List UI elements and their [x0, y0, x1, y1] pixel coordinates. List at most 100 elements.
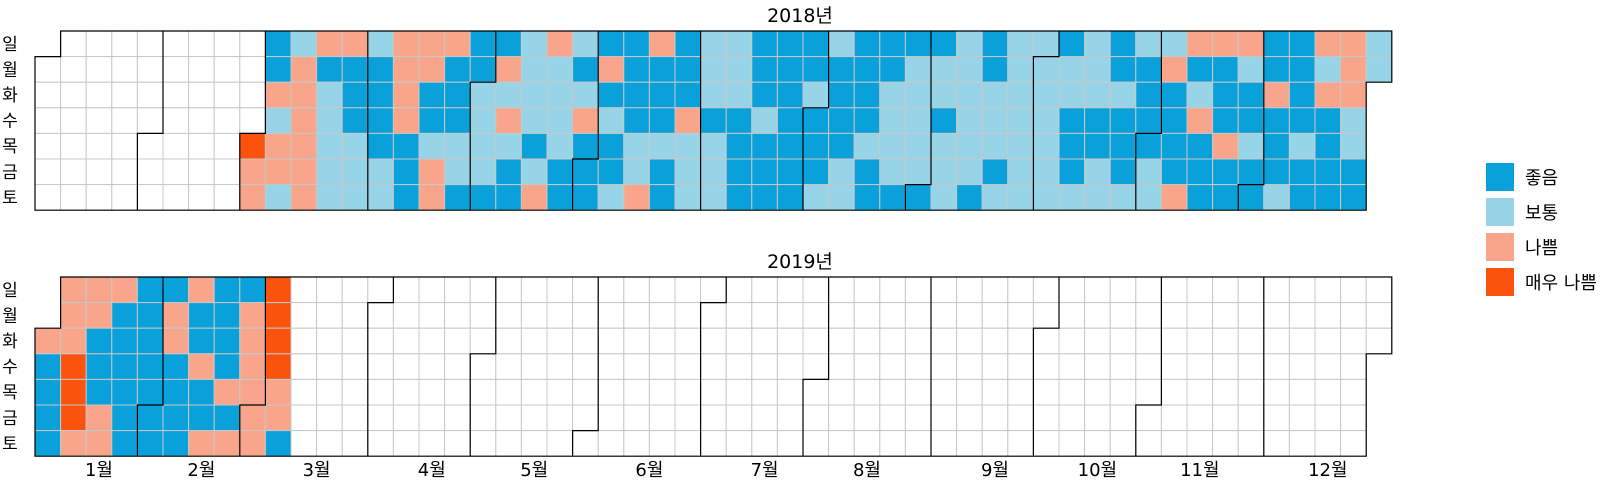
- day-cell: [879, 404, 906, 432]
- day-cell: [879, 56, 906, 83]
- day-cell: [85, 132, 113, 160]
- day-cell: [751, 158, 778, 186]
- day-cell: [828, 81, 855, 109]
- day-cell: [469, 327, 497, 355]
- legend-item-good: 좋음: [1486, 160, 1597, 193]
- day-cell: [418, 378, 446, 406]
- day-cell: [1212, 276, 1239, 304]
- day-cell: [1032, 378, 1060, 406]
- day-cell: [316, 56, 343, 83]
- day-cell: [316, 430, 343, 457]
- day-cell: [1032, 430, 1060, 457]
- day-cell: [1007, 107, 1034, 134]
- day-cell: [239, 276, 266, 304]
- legend-item-moderate: 보통: [1486, 195, 1597, 228]
- day-cell: [469, 30, 497, 58]
- day-cell: [162, 30, 190, 58]
- day-cell: [162, 132, 190, 160]
- day-cell: [60, 184, 87, 211]
- day-cell: [34, 327, 62, 355]
- day-cell: [1340, 56, 1367, 83]
- day-cell: [1109, 158, 1137, 186]
- day-cell: [1212, 353, 1239, 380]
- day-cell: [1314, 430, 1342, 457]
- day-cell: [85, 378, 113, 406]
- day-cell: [444, 132, 471, 160]
- day-cell: [290, 184, 318, 211]
- day-cell: [1288, 158, 1316, 186]
- day-cell: [1007, 184, 1034, 211]
- day-cell: [444, 56, 471, 83]
- day-cell: [572, 81, 599, 109]
- day-cell: [495, 107, 522, 134]
- day-cell: [1109, 81, 1137, 109]
- day-cell: [1340, 107, 1367, 134]
- day-cell: [418, 353, 446, 380]
- month-boundary: [571, 31, 599, 211]
- month-boundary: [136, 277, 164, 457]
- day-cell: [904, 30, 932, 58]
- day-cell: [392, 404, 420, 432]
- day-cell: [392, 302, 420, 329]
- day-cell: [776, 404, 804, 432]
- day-cell: [1058, 327, 1086, 355]
- day-cell: [1058, 276, 1086, 304]
- day-cell: [930, 276, 958, 304]
- day-cell: [597, 81, 625, 109]
- day-cell: [85, 158, 113, 186]
- day-cell: [162, 184, 190, 211]
- day-cell: [1263, 276, 1290, 304]
- day-cell: [1237, 56, 1265, 83]
- day-cell: [239, 132, 266, 160]
- day-cell: [751, 132, 778, 160]
- day-cell: [572, 276, 599, 304]
- day-cell: [469, 56, 497, 83]
- day-cell: [956, 302, 983, 329]
- day-cell: [1237, 132, 1265, 160]
- month-boundary: [136, 31, 164, 211]
- day-cell: [802, 107, 830, 134]
- day-cell: [444, 184, 471, 211]
- day-cell: [341, 132, 369, 160]
- day-cell: [444, 378, 471, 406]
- day-cell: [136, 81, 164, 109]
- day-cell: [1186, 276, 1214, 304]
- day-cell: [828, 107, 855, 134]
- day-cell: [239, 430, 266, 457]
- day-cell: [495, 158, 522, 186]
- day-cell: [264, 378, 292, 406]
- day-cell: [469, 81, 497, 109]
- day-cell: [725, 276, 753, 304]
- day-cell: [930, 158, 958, 186]
- day-cell: [700, 404, 727, 432]
- day-cell: [341, 353, 369, 380]
- day-cell: [802, 81, 830, 109]
- day-cell: [1109, 184, 1137, 211]
- day-cell: [290, 430, 318, 457]
- month-label: 2월: [187, 460, 215, 481]
- day-cell: [1340, 158, 1367, 186]
- day-cell: [904, 378, 932, 406]
- legend-swatch-bad: [1486, 232, 1514, 261]
- day-cell: [956, 30, 983, 58]
- day-cell: [674, 30, 702, 58]
- day-cell: [1135, 276, 1162, 304]
- day-cell: [85, 430, 113, 457]
- month-label: 3월: [303, 460, 331, 481]
- legend-swatch-good: [1486, 162, 1514, 191]
- day-cell: [879, 81, 906, 109]
- month-boundary: [1032, 31, 1060, 211]
- day-cell: [648, 56, 676, 83]
- day-cell: [1160, 132, 1188, 160]
- day-cell: [188, 158, 215, 186]
- day-cell: [1314, 276, 1342, 304]
- day-cell: [136, 302, 164, 329]
- day-cell: [162, 378, 190, 406]
- day-cell: [60, 276, 87, 304]
- day-cell: [1032, 184, 1060, 211]
- day-cell: [776, 56, 804, 83]
- day-cell: [1084, 353, 1111, 380]
- day-cell: [597, 107, 625, 134]
- day-cell: [520, 378, 548, 406]
- day-cell: [1314, 404, 1342, 432]
